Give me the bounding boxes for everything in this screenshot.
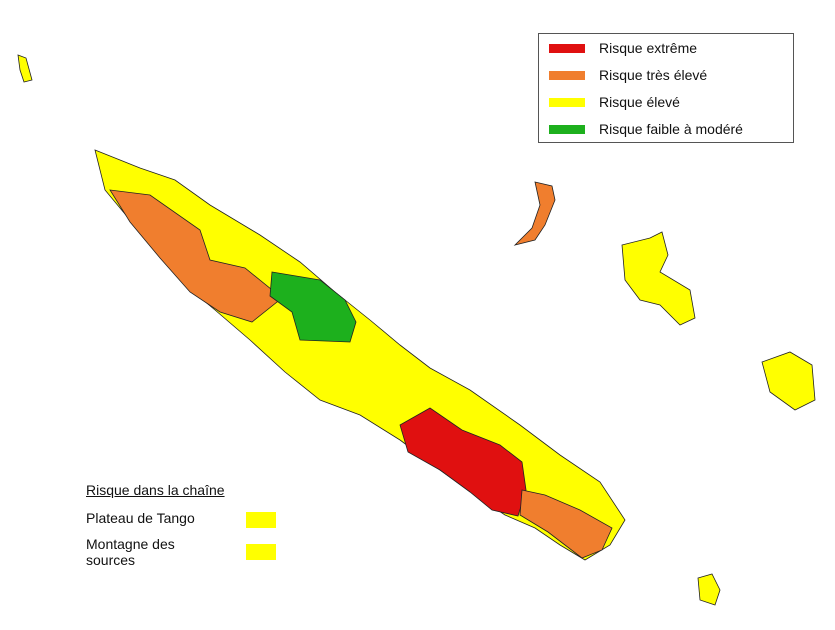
belep-island	[17, 54, 33, 83]
region-southeast-very-high	[519, 489, 613, 559]
chain-item-sources: Montagne des sources	[86, 536, 276, 568]
legend-item-extreme: Risque extrême	[549, 38, 697, 58]
ouvea-island	[513, 181, 556, 246]
isle-of-pines	[697, 573, 721, 606]
legend-label: Risque extrême	[599, 40, 698, 56]
swatch	[246, 512, 276, 528]
region-northwest-very-high	[109, 189, 283, 323]
legend-item-very-high: Risque très élevé	[549, 65, 707, 85]
swatch	[549, 97, 585, 107]
chain-label: Plateau de Tango	[86, 510, 195, 526]
swatch	[549, 43, 585, 53]
swatch	[549, 124, 585, 134]
chain-legend-title: Risque dans la chaîne	[86, 482, 225, 498]
legend-label: Risque faible à modéré	[599, 121, 743, 137]
swatch	[246, 544, 276, 560]
legend-item-low: Risque faible à modéré	[549, 119, 743, 139]
lifou-island	[621, 231, 696, 326]
legend-label: Risque élevé	[599, 94, 680, 110]
swatch	[549, 70, 585, 80]
chain-label: Montagne des sources	[86, 536, 175, 568]
region-low-moderate	[269, 271, 357, 343]
legend-label: Risque très élevé	[599, 67, 708, 83]
mare-island	[761, 351, 816, 411]
risk-legend: Risque extrême Risque très élevé Risque …	[538, 33, 794, 143]
chain-item-tango: Plateau de Tango	[86, 510, 276, 528]
chain-legend: Risque dans la chaîne Plateau de Tango M…	[86, 482, 276, 576]
legend-item-high: Risque élevé	[549, 92, 680, 112]
